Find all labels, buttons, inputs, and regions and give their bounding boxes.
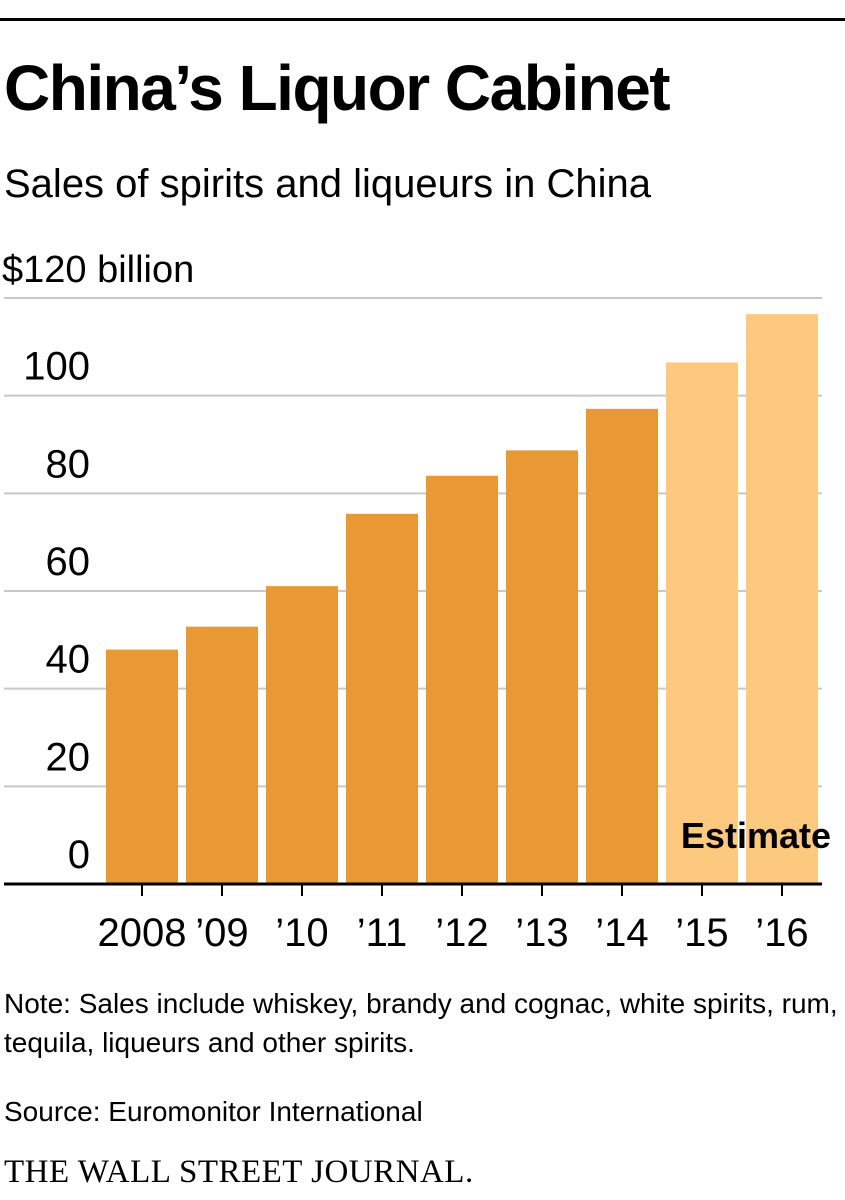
x-tick-label-16: ’16 — [755, 911, 808, 955]
chart-title: China’s Liquor Cabinet — [4, 52, 671, 124]
bar-14 — [586, 408, 658, 884]
x-tick-label-2008: 2008 — [98, 911, 187, 955]
y-tick-label-60: 60 — [46, 540, 91, 584]
bar-12 — [426, 475, 498, 884]
x-tick-label-09: ’09 — [195, 911, 248, 955]
x-tick-label-15: ’15 — [675, 911, 728, 955]
chart-note: Note: Sales include whiskey, brandy and … — [4, 988, 838, 1058]
y-tick-label-80: 80 — [46, 442, 91, 486]
bar-10 — [266, 586, 338, 884]
bar-16 — [746, 314, 818, 884]
x-tick-label-10: ’10 — [275, 911, 328, 955]
bar-2008 — [106, 649, 178, 884]
publisher-logo: THE WALL STREET JOURNAL. — [4, 1154, 474, 1190]
estimate-label: Estimate — [681, 815, 831, 856]
bar-11 — [346, 513, 418, 884]
bar-chart: 0 20 40 60 80 100 $120 billion Estimate 2008’09 ’… — [2, 249, 831, 955]
y-tick-label-40: 40 — [46, 638, 91, 682]
bar-13 — [506, 450, 578, 884]
bar-15 — [666, 362, 738, 885]
chart-source: Source: Euromonitor International — [4, 1096, 423, 1127]
bar-09 — [186, 626, 258, 884]
y-tick-label-100: 100 — [23, 345, 90, 389]
y-axis-unit-label: $120 billion — [2, 249, 194, 291]
x-tick-label-12: ’12 — [435, 911, 488, 955]
y-tick-label-20: 20 — [46, 735, 91, 779]
y-tick-label-0: 0 — [68, 833, 90, 877]
chart-subtitle: Sales of spirits and liqueurs in China — [4, 162, 652, 206]
x-tick-label-13: ’13 — [515, 911, 568, 955]
top-rule — [0, 18, 845, 21]
x-tick-label-11: ’11 — [357, 911, 407, 955]
x-tick-label-14: ’14 — [595, 911, 648, 955]
